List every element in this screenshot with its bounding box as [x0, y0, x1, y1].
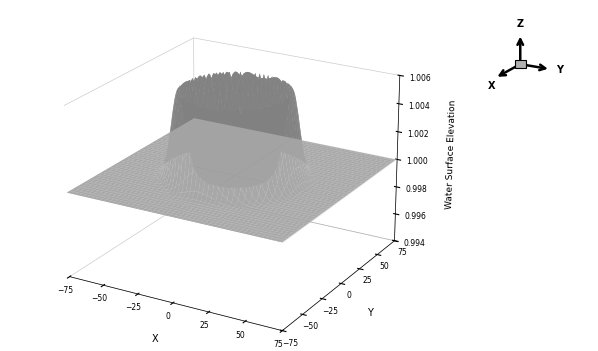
Text: X: X: [487, 81, 495, 91]
Text: Z: Z: [517, 19, 524, 29]
Polygon shape: [515, 60, 526, 68]
Y-axis label: Y: Y: [367, 308, 373, 318]
Text: Y: Y: [556, 66, 563, 75]
X-axis label: X: X: [152, 333, 158, 344]
